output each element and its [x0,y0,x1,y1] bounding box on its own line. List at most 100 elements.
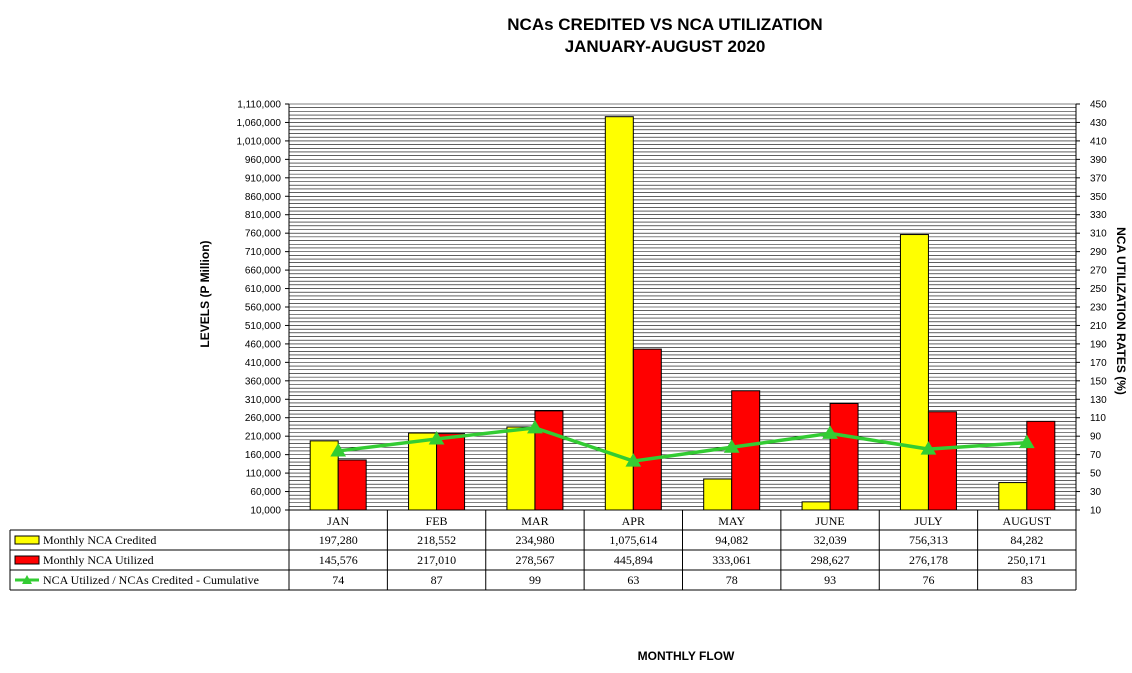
y-tick-label: 760,000 [245,229,282,240]
data-label: 145,576 [319,553,358,567]
bar-utilized [534,410,564,511]
y2-tick-label: 190 [1090,339,1107,350]
legend-label: Monthly NCA Utilized [43,553,154,567]
y2-tick-label: 410 [1090,136,1107,147]
line-point [920,441,937,455]
y2-tick-label: 150 [1090,376,1107,387]
y2-tick-label: 110 [1090,413,1106,424]
line-point [625,453,642,467]
chart-subtitle: JANUARY-AUGUST 2020 [564,37,766,56]
legend-label: NCA Utilized / NCAs Credited - Cumulativ… [43,573,259,587]
line-point [428,430,445,445]
y2-tick-label: 50 [1090,469,1102,480]
data-label: 99 [529,573,541,587]
y-tick-label: 1,010,000 [237,136,282,147]
y2-tick-label: 90 [1090,432,1102,443]
bar-credited [604,116,634,511]
y2-tick-label: 310 [1090,229,1107,240]
data-label: 63 [627,573,639,587]
bar-utilized [1026,420,1056,511]
y-tick-label: 860,000 [245,192,282,203]
y2-tick-label: 130 [1090,395,1107,406]
category-label: JUNE [815,514,844,528]
legend-key-utilized [14,555,40,565]
y-tick-label: 410,000 [245,358,282,369]
cumulative-line-path [337,426,1027,463]
bar-credited [703,478,733,511]
cumulative-line [330,419,1035,467]
y-tick-label: 710,000 [245,247,282,258]
bar-credited [801,501,831,511]
y-tick-label: 210,000 [245,432,282,443]
y-tick-label: 310,000 [245,395,282,406]
category-label: AUGUST [1002,514,1051,528]
y-tick-label: 910,000 [245,173,282,184]
y2-tick-label: 270 [1090,266,1107,277]
y-tick-label: 1,110,000 [237,100,281,111]
bar-utilized [337,459,367,511]
y2-tick-label: 70 [1090,450,1102,461]
data-label: 83 [1021,573,1033,587]
y2-tick-label: 370 [1090,173,1107,184]
category-label: FEB [426,514,448,528]
y-tick-label: 1,060,000 [237,118,282,129]
line-point [330,442,347,457]
y-tick-label: 10,000 [250,506,281,517]
y2-axis-label: NCA UTILIZATION RATES (%) [1114,227,1128,395]
bar-utilized [436,433,466,511]
y-tick-label: 810,000 [245,210,282,221]
data-label: 278,567 [515,553,554,567]
y2-tick-label: 170 [1090,358,1107,369]
legend-label: Monthly NCA Credited [43,533,156,547]
data-label: 218,552 [417,533,456,547]
y-tick-label: 660,000 [245,266,282,277]
data-label: 74 [332,573,344,587]
data-label: 78 [726,573,738,587]
data-label: 276,178 [909,553,948,567]
line-point [822,425,838,439]
axes: 1,110,000 1,060,000 1,010,000 960,000 910,00… [237,100,1108,517]
bar-utilized [829,402,859,511]
category-label: JAN [327,514,349,528]
grid-lines [289,103,1076,511]
data-label: 756,313 [909,533,948,547]
bar-credited [408,432,438,511]
line-point [723,439,740,453]
data-label: 32,039 [814,533,847,547]
y-tick-label: 60,000 [250,487,281,498]
y-tick-label: 610,000 [245,284,282,295]
y2-tick-label: 210 [1090,321,1107,332]
chart-title: NCAs CREDITED VS NCA UTILIZATION [507,15,823,34]
data-label: 84,282 [1010,533,1043,547]
legend-key-credited [14,535,40,545]
category-label: JULY [914,514,942,528]
data-label: 93 [824,573,836,587]
data-label: 76 [922,573,934,587]
y2-tick-label: 230 [1090,303,1107,314]
bar-utilized [632,348,662,511]
data-label: 197,280 [319,533,358,547]
y-tick-label: 560,000 [245,303,282,314]
y2-tick-label: 330 [1090,210,1107,221]
y2-tick-label: 30 [1090,487,1102,498]
data-label: 94,082 [715,533,748,547]
data-label: 445,894 [614,553,653,567]
bar-credited [899,234,929,511]
data-label: 1,075,614 [609,533,657,547]
y2-tick-label: 450 [1090,100,1107,111]
y-tick-label: 260,000 [245,413,282,424]
data-label: 217,010 [417,553,456,567]
y2-tick-label: 290 [1090,247,1107,258]
data-label: 250,171 [1007,553,1046,567]
y2-tick-label: 430 [1090,118,1107,129]
y-tick-label: 110,000 [246,469,282,480]
y-tick-label: 160,000 [245,450,282,461]
y-tick-label: 460,000 [245,339,282,350]
data-label: 234,980 [515,533,554,547]
data-label: 87 [431,573,443,587]
data-label: 298,627 [811,553,850,567]
data-label: 333,061 [712,553,751,567]
data-table: JAN FEB MAR APR MAY JUNE JULY AUGUST Monthly NCA… [9,510,1077,591]
y2-tick-label: 10 [1090,506,1102,517]
